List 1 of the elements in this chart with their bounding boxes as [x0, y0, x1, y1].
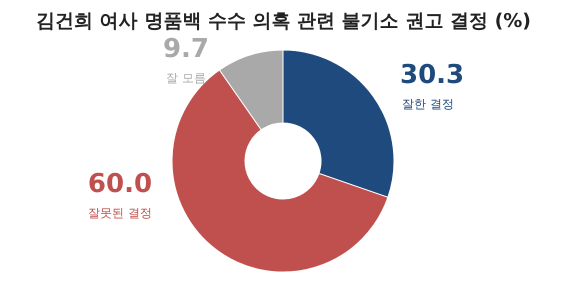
chart-title: 김건희 여사 명품백 수수 의혹 관련 불기소 권고 결정 (%)	[36, 10, 531, 32]
